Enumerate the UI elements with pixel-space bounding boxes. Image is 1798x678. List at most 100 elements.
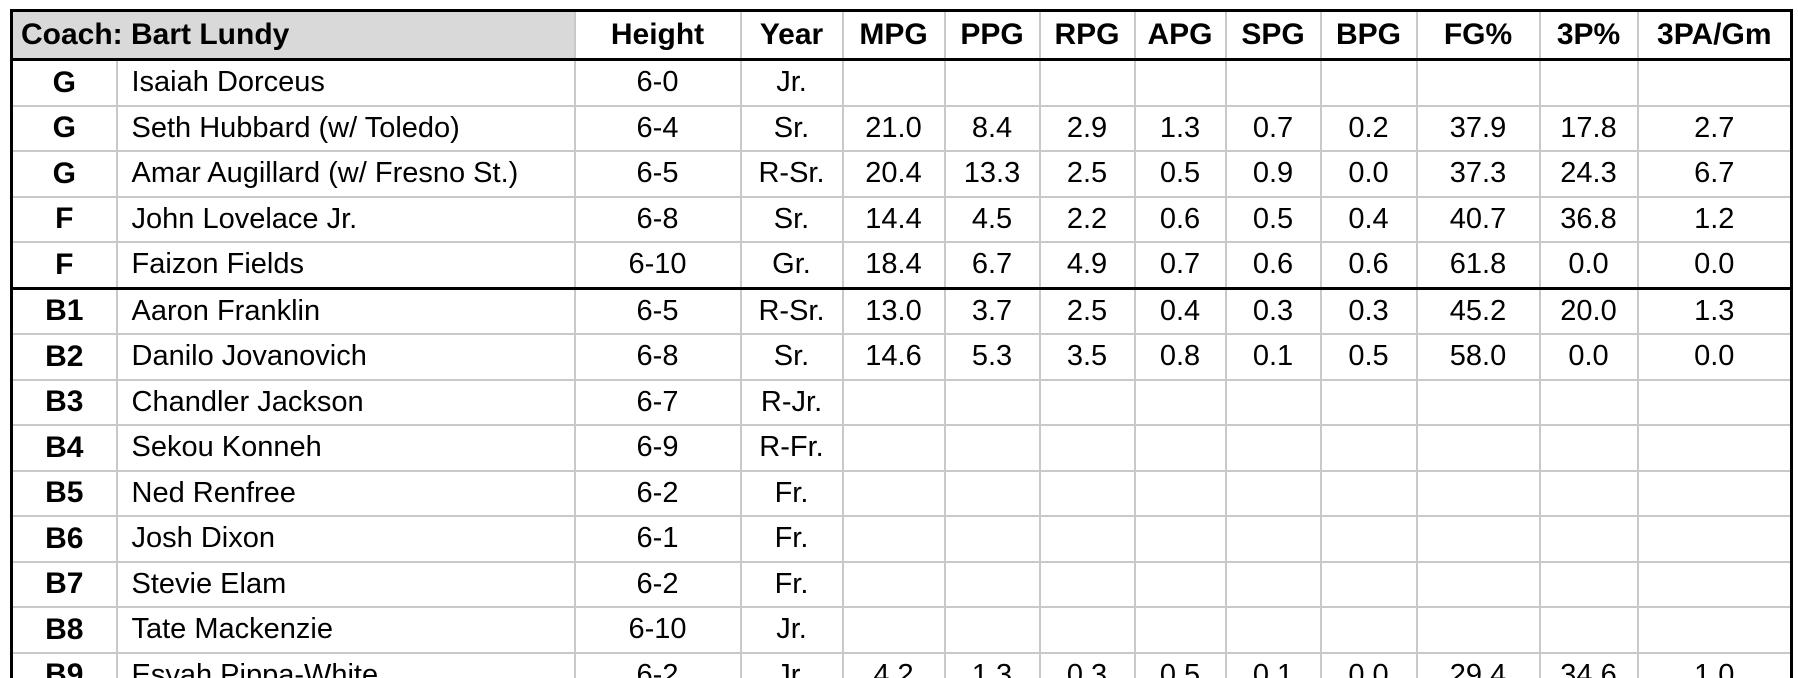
stat-cell-3p-pct[interactable] (1538, 58, 1639, 107)
position-cell[interactable]: F (10, 241, 118, 289)
stat-cell-spg[interactable] (1224, 515, 1322, 563)
stat-cell-3pa-gm[interactable] (1636, 515, 1793, 563)
stat-cell-ppg[interactable]: 13.3 (943, 150, 1041, 198)
stat-cell-spg[interactable]: 0.9 (1224, 150, 1322, 198)
stat-cell-height[interactable]: 6-4 (573, 104, 742, 152)
stat-cell-bpg[interactable]: 0.0 (1319, 651, 1418, 678)
stat-cell-bpg[interactable] (1319, 560, 1418, 608)
stat-cell-height[interactable]: 6-2 (573, 469, 742, 517)
stat-cell-3pa-gm[interactable] (1636, 424, 1793, 472)
stat-cell-bpg[interactable] (1319, 606, 1418, 654)
stat-cell-rpg[interactable]: 0.3 (1038, 651, 1136, 678)
stat-cell-apg[interactable]: 1.3 (1133, 104, 1227, 152)
col-header-rpg[interactable]: RPG (1038, 9, 1136, 61)
stat-cell-rpg[interactable] (1038, 606, 1136, 654)
col-header-apg[interactable]: APG (1133, 9, 1227, 61)
stat-cell-ppg[interactable] (943, 58, 1041, 107)
player-name-cell[interactable]: Isaiah Dorceus (115, 58, 576, 107)
stat-cell-3pa-gm[interactable]: 2.7 (1636, 104, 1793, 152)
stat-cell-bpg[interactable] (1319, 424, 1418, 472)
player-name-cell[interactable]: Seth Hubbard (w/ Toledo) (115, 104, 576, 152)
stat-cell-fg-pct[interactable]: 61.8 (1415, 241, 1541, 289)
stat-cell-bpg[interactable]: 0.4 (1319, 195, 1418, 243)
stat-cell-year[interactable]: R-Sr. (739, 150, 844, 198)
stat-cell-height[interactable]: 6-2 (573, 560, 742, 608)
col-header-bpg[interactable]: BPG (1319, 9, 1418, 61)
stat-cell-spg[interactable] (1224, 58, 1322, 107)
stat-cell-3p-pct[interactable]: 34.6 (1538, 651, 1639, 678)
stat-cell-year[interactable]: Jr. (739, 606, 844, 654)
col-header-year[interactable]: Year (739, 9, 844, 61)
stat-cell-ppg[interactable] (943, 378, 1041, 426)
stat-cell-3pa-gm[interactable]: 1.3 (1636, 286, 1793, 335)
stat-cell-year[interactable]: Sr. (739, 195, 844, 243)
col-header-mpg[interactable]: MPG (841, 9, 946, 61)
position-cell[interactable]: B4 (10, 424, 118, 472)
coach-cell[interactable]: Coach: Bart Lundy (10, 9, 576, 61)
stat-cell-3p-pct[interactable] (1538, 378, 1639, 426)
stat-cell-apg[interactable] (1133, 58, 1227, 107)
col-header-3pa-gm[interactable]: 3PA/Gm (1636, 9, 1793, 61)
position-cell[interactable]: B5 (10, 469, 118, 517)
position-cell[interactable]: B8 (10, 606, 118, 654)
stat-cell-ppg[interactable] (943, 606, 1041, 654)
stat-cell-ppg[interactable]: 3.7 (943, 286, 1041, 335)
stat-cell-ppg[interactable] (943, 560, 1041, 608)
stat-cell-apg[interactable]: 0.5 (1133, 651, 1227, 678)
stat-cell-fg-pct[interactable] (1415, 378, 1541, 426)
stat-cell-3p-pct[interactable]: 0.0 (1538, 241, 1639, 289)
stat-cell-apg[interactable] (1133, 378, 1227, 426)
stat-cell-fg-pct[interactable]: 58.0 (1415, 333, 1541, 381)
stat-cell-ppg[interactable] (943, 424, 1041, 472)
stat-cell-mpg[interactable]: 14.6 (841, 333, 946, 381)
stat-cell-mpg[interactable]: 14.4 (841, 195, 946, 243)
stat-cell-ppg[interactable]: 6.7 (943, 241, 1041, 289)
stat-cell-bpg[interactable]: 0.2 (1319, 104, 1418, 152)
stat-cell-fg-pct[interactable] (1415, 560, 1541, 608)
stat-cell-height[interactable]: 6-1 (573, 515, 742, 563)
stat-cell-fg-pct[interactable] (1415, 424, 1541, 472)
stat-cell-mpg[interactable]: 18.4 (841, 241, 946, 289)
stat-cell-mpg[interactable] (841, 469, 946, 517)
stat-cell-3pa-gm[interactable] (1636, 606, 1793, 654)
player-name-cell[interactable]: Josh Dixon (115, 515, 576, 563)
stat-cell-3pa-gm[interactable] (1636, 58, 1793, 107)
stat-cell-year[interactable]: Jr. (739, 651, 844, 678)
stat-cell-3p-pct[interactable] (1538, 606, 1639, 654)
position-cell[interactable]: B1 (10, 286, 118, 335)
stat-cell-rpg[interactable]: 2.9 (1038, 104, 1136, 152)
stat-cell-bpg[interactable] (1319, 515, 1418, 563)
stat-cell-spg[interactable]: 0.1 (1224, 651, 1322, 678)
stat-cell-year[interactable]: R-Sr. (739, 286, 844, 335)
stat-cell-3pa-gm[interactable] (1636, 378, 1793, 426)
stat-cell-rpg[interactable] (1038, 469, 1136, 517)
stat-cell-apg[interactable]: 0.6 (1133, 195, 1227, 243)
stat-cell-apg[interactable] (1133, 606, 1227, 654)
stat-cell-3p-pct[interactable]: 24.3 (1538, 150, 1639, 198)
stat-cell-height[interactable]: 6-5 (573, 150, 742, 198)
stat-cell-rpg[interactable] (1038, 424, 1136, 472)
stat-cell-bpg[interactable] (1319, 469, 1418, 517)
stat-cell-fg-pct[interactable] (1415, 606, 1541, 654)
stat-cell-3pa-gm[interactable] (1636, 560, 1793, 608)
player-name-cell[interactable]: Tate Mackenzie (115, 606, 576, 654)
stat-cell-apg[interactable] (1133, 560, 1227, 608)
stat-cell-3p-pct[interactable] (1538, 469, 1639, 517)
stat-cell-apg[interactable]: 0.7 (1133, 241, 1227, 289)
stat-cell-year[interactable]: Sr. (739, 333, 844, 381)
stat-cell-fg-pct[interactable] (1415, 515, 1541, 563)
stat-cell-spg[interactable] (1224, 424, 1322, 472)
stat-cell-spg[interactable]: 0.1 (1224, 333, 1322, 381)
stat-cell-year[interactable]: R-Fr. (739, 424, 844, 472)
stat-cell-fg-pct[interactable]: 37.9 (1415, 104, 1541, 152)
stat-cell-fg-pct[interactable]: 37.3 (1415, 150, 1541, 198)
stat-cell-3p-pct[interactable] (1538, 560, 1639, 608)
stat-cell-rpg[interactable] (1038, 378, 1136, 426)
stat-cell-year[interactable]: Fr. (739, 469, 844, 517)
stat-cell-3p-pct[interactable]: 36.8 (1538, 195, 1639, 243)
stat-cell-bpg[interactable]: 0.0 (1319, 150, 1418, 198)
stat-cell-apg[interactable] (1133, 515, 1227, 563)
stat-cell-height[interactable]: 6-10 (573, 241, 742, 289)
stat-cell-year[interactable]: Gr. (739, 241, 844, 289)
stat-cell-spg[interactable]: 0.3 (1224, 286, 1322, 335)
